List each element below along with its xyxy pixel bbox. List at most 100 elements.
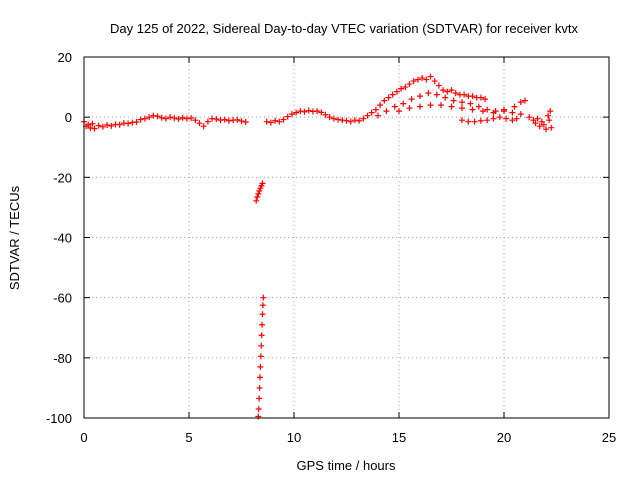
data-point [545,112,552,119]
data-point [469,93,476,100]
data-point [440,87,447,94]
data-point [255,190,262,197]
data-point [254,193,261,200]
data-point [414,76,421,83]
data-point [260,294,267,301]
y-tick-label: -20 [53,170,72,185]
data-point [183,115,190,122]
data-point [427,102,434,109]
data-point [480,108,486,115]
data-point [256,374,263,381]
data-point [85,121,92,128]
data-point [442,94,449,101]
x-tick-label: 10 [287,430,301,445]
data-point [547,108,554,115]
data-point [448,103,455,110]
data-point [408,96,415,103]
data-point [526,114,533,121]
data-point [419,75,426,82]
data-point [475,103,482,110]
data-point [509,109,516,116]
data-point [158,114,165,121]
data-point [255,413,262,420]
data-point [417,103,423,110]
data-point [517,111,524,118]
data-point [452,90,459,97]
data-point [256,187,263,194]
data-point [318,109,325,116]
data-point [396,108,402,115]
data-point [305,107,312,114]
data-point [301,108,308,115]
data-point [364,112,371,119]
data-point [330,115,337,122]
data-point [538,118,545,125]
data-point [381,97,388,104]
data-point [133,118,140,125]
data-point [347,118,354,125]
data-point [360,115,367,122]
data-point [540,121,547,128]
y-tick-label: -60 [53,291,72,306]
data-point [137,116,144,123]
data-point [351,117,358,124]
data-point [477,94,484,101]
data-point [293,109,300,116]
data-point [284,113,291,120]
data-point [433,91,440,98]
data-point [200,123,207,130]
data-point [335,116,342,123]
data-point [314,108,321,115]
data-point [402,84,409,91]
data-point [192,117,199,124]
data-point [258,332,265,339]
data-point [91,125,98,132]
x-axis-label: GPS time / hours [297,458,396,473]
data-point [356,117,363,124]
data-point [213,115,220,122]
data-point [196,120,203,127]
data-point [339,117,346,124]
data-point [95,122,102,129]
data-point [259,302,266,309]
data-point [517,99,524,106]
data-point [297,108,304,115]
data-point [438,102,444,109]
data-point [406,81,413,88]
data-point [465,118,472,125]
data-point [256,395,263,402]
data-point [175,115,182,122]
data-point [204,118,211,125]
data-point [368,109,375,116]
y-tick-label: 0 [65,110,72,125]
y-tick-label: -80 [53,351,72,366]
data-point [162,115,169,122]
data-point [188,115,195,122]
data-point [256,384,263,391]
y-axis-label: SDTVAR / TECUs [7,185,22,290]
data-point [450,97,457,104]
data-point [129,119,136,126]
data-point [383,108,390,115]
data-point [427,73,434,80]
data-point [444,88,451,95]
data-point [471,118,478,125]
data-point [259,311,266,318]
data-point [410,78,417,85]
data-point [377,102,384,109]
data-point [385,94,392,101]
data-point [258,342,265,349]
x-tick-labels: 0 5 10 15 20 25 [80,430,616,445]
data-point [406,105,413,112]
data-point [490,115,497,122]
y-tick-label: 20 [58,50,72,65]
x-tick-label: 5 [185,430,192,445]
data-point [225,117,232,124]
data-point [503,115,510,122]
data-point [104,121,111,128]
data-point [146,114,153,121]
data-point [154,113,161,120]
data-point [372,106,379,113]
data-point [280,116,287,123]
